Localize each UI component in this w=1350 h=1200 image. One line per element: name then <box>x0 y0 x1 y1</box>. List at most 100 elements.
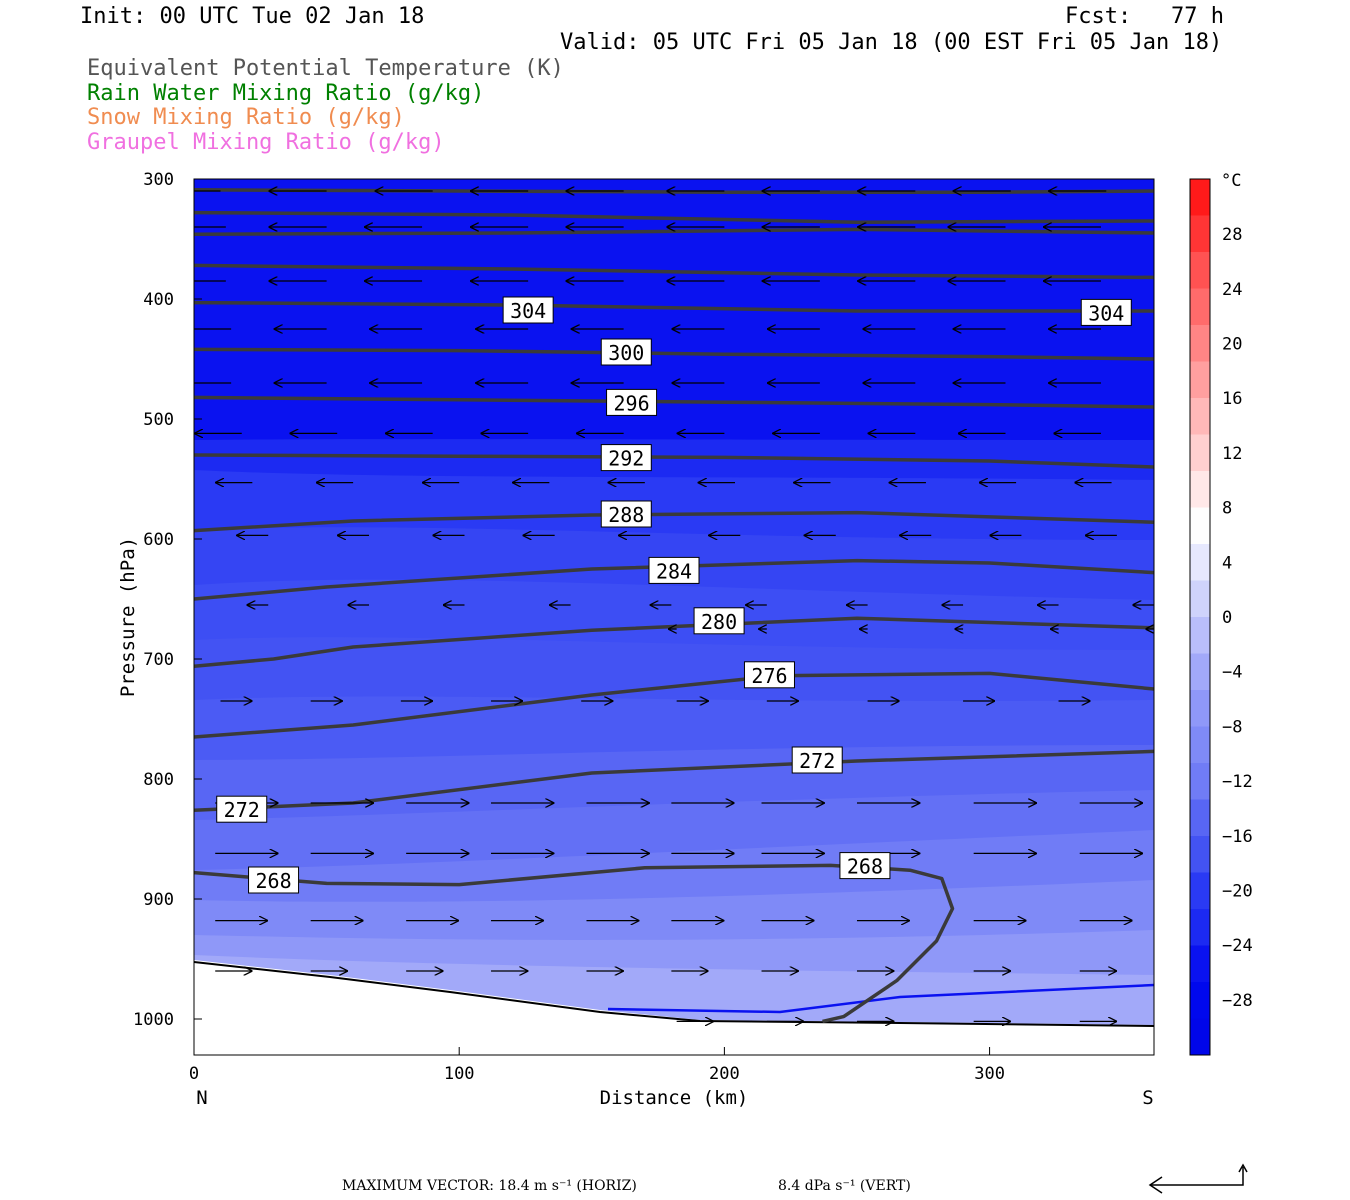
contour-label: 296 <box>614 391 650 415</box>
colorbar-cell <box>1190 288 1210 326</box>
contour-label-box <box>1080 298 1132 326</box>
colorbar-cell <box>1190 471 1210 508</box>
contour-label-box <box>743 661 795 689</box>
colorbar-cell <box>1190 179 1210 216</box>
theta-e-contour-labels: 304 304 300 296 292 288 284 280 276 272 272 268 268 <box>216 296 1132 894</box>
contour-268 <box>194 863 955 1024</box>
contour-label: 268 <box>255 869 291 893</box>
colorbar-cell <box>1190 836 1210 873</box>
contour-296 <box>194 395 1154 409</box>
init-time: Init: 00 UTC Tue 02 Jan 18 <box>80 4 425 29</box>
reference-vector-head-left <box>1148 1176 1163 1194</box>
colorbar-label: −4 <box>1222 663 1242 683</box>
theta-e-contours <box>194 188 1154 1024</box>
colorbar-frame <box>1189 178 1211 1056</box>
end-label-north: N <box>196 1087 207 1109</box>
colorbar-cell <box>1190 982 1210 1019</box>
contour-304 <box>194 263 1154 280</box>
contour-label-box <box>216 795 268 823</box>
contour-label-box <box>248 866 300 894</box>
colorbar-label: −24 <box>1222 936 1253 956</box>
contour-304 <box>194 300 1154 313</box>
legend-theta-e: Equivalent Potential Temperature (K) <box>87 56 564 81</box>
colorbar-label: 16 <box>1222 389 1242 409</box>
y-tick-label: 900 <box>143 890 174 910</box>
max-vector-text: MAXIMUM VECTOR: 18.4 m s⁻¹ (HORIZ) <box>342 1178 637 1194</box>
contour-label: 284 <box>656 559 692 583</box>
contour-label: 272 <box>224 798 260 822</box>
contour-label-box <box>839 852 891 880</box>
y-tick-label: 500 <box>143 410 174 430</box>
contour-label: 276 <box>751 664 787 688</box>
contour-label-box <box>600 500 652 528</box>
terrain-line <box>193 961 1155 1027</box>
colorbar-cell <box>1190 909 1210 946</box>
y-tick-label: 600 <box>143 530 174 550</box>
x-tick-label: 100 <box>444 1064 475 1084</box>
contour-label: 292 <box>608 447 644 471</box>
contour-label: 300 <box>608 341 644 365</box>
colorbar-label: 8 <box>1222 499 1232 519</box>
colorbar-label: 4 <box>1222 553 1232 573</box>
y-tick-label: 800 <box>143 770 174 790</box>
contour-label: 268 <box>847 855 883 879</box>
contour-label-box <box>600 338 652 366</box>
colorbar-cell <box>1190 1018 1210 1056</box>
legend-snow: Snow Mixing Ratio (g/kg) <box>87 105 405 130</box>
contour-280 <box>194 616 1154 668</box>
x-tick-label: 300 <box>974 1064 1005 1084</box>
colorbar-cell <box>1190 361 1210 399</box>
y-tick-label: 400 <box>143 290 174 310</box>
colorbar-label: 0 <box>1222 608 1232 628</box>
colorbar-label: −12 <box>1222 772 1253 792</box>
legend-graupel: Graupel Mixing Ratio (g/kg) <box>87 130 445 155</box>
reference-vector-head-up <box>1238 1163 1248 1173</box>
colorbar-label: 20 <box>1222 335 1242 355</box>
colorbar-label: 12 <box>1222 444 1242 464</box>
reference-vector-icon <box>1150 1167 1244 1186</box>
contour-300 <box>194 347 1154 361</box>
colorbar-label: −28 <box>1222 991 1253 1011</box>
colorbar-label: −16 <box>1222 827 1253 847</box>
colorbar-cell <box>1190 763 1210 800</box>
forecast-hour: Fcst: 77 h <box>1065 4 1224 29</box>
colorbar-cell <box>1190 325 1210 362</box>
contour-label: 304 <box>510 299 546 323</box>
colorbar-unit: °C <box>1221 171 1241 191</box>
contour-label-box <box>648 556 700 584</box>
contour-label: 280 <box>701 610 737 634</box>
colorbar-cell <box>1190 544 1210 581</box>
y-tick-label: 1000 <box>133 1010 174 1030</box>
colorbar-cell <box>1190 872 1210 910</box>
colorbar-cell <box>1190 617 1210 654</box>
valid-time: Valid: 05 UTC Fri 05 Jan 18 (00 EST Fri … <box>560 30 1223 55</box>
colorbar-label: 28 <box>1222 225 1242 245</box>
colorbar-cell <box>1190 434 1210 472</box>
vert-vector-text: 8.4 dPa s⁻¹ (VERT) <box>778 1178 911 1194</box>
zero-degree-line <box>607 983 1155 1014</box>
plot-frame <box>193 178 1155 1056</box>
x-axis-title: Distance (km) <box>600 1087 749 1109</box>
below-ground <box>194 960 1154 1055</box>
y-tick-label: 300 <box>143 170 174 190</box>
y-tick-label: 700 <box>143 650 174 670</box>
contour-304 <box>194 188 1154 194</box>
contour-292 <box>194 453 1154 469</box>
contour-label-box <box>693 607 745 635</box>
colorbar-cell <box>1190 580 1210 618</box>
colorbar-cell <box>1190 507 1210 545</box>
contour-label: 288 <box>608 503 644 527</box>
contour-label-box <box>600 444 652 472</box>
colorbar-cell <box>1190 398 1210 435</box>
end-label-south: S <box>1142 1087 1153 1109</box>
legend-rain: Rain Water Mixing Ratio (g/kg) <box>87 81 485 106</box>
colorbar-cell <box>1190 799 1210 837</box>
colorbar-cell <box>1190 690 1210 727</box>
colorbar: 28 24 20 16 12 8 4 0 −4 −8 −12 −16 −20 −24 −28 <box>1189 178 1253 1056</box>
contour-label-box <box>502 296 554 324</box>
colorbar-cell <box>1190 215 1210 253</box>
x-tick-label: 200 <box>709 1064 740 1084</box>
contour-label: 272 <box>799 749 835 773</box>
y-axis-title: Pressure (hPa) <box>117 537 139 697</box>
